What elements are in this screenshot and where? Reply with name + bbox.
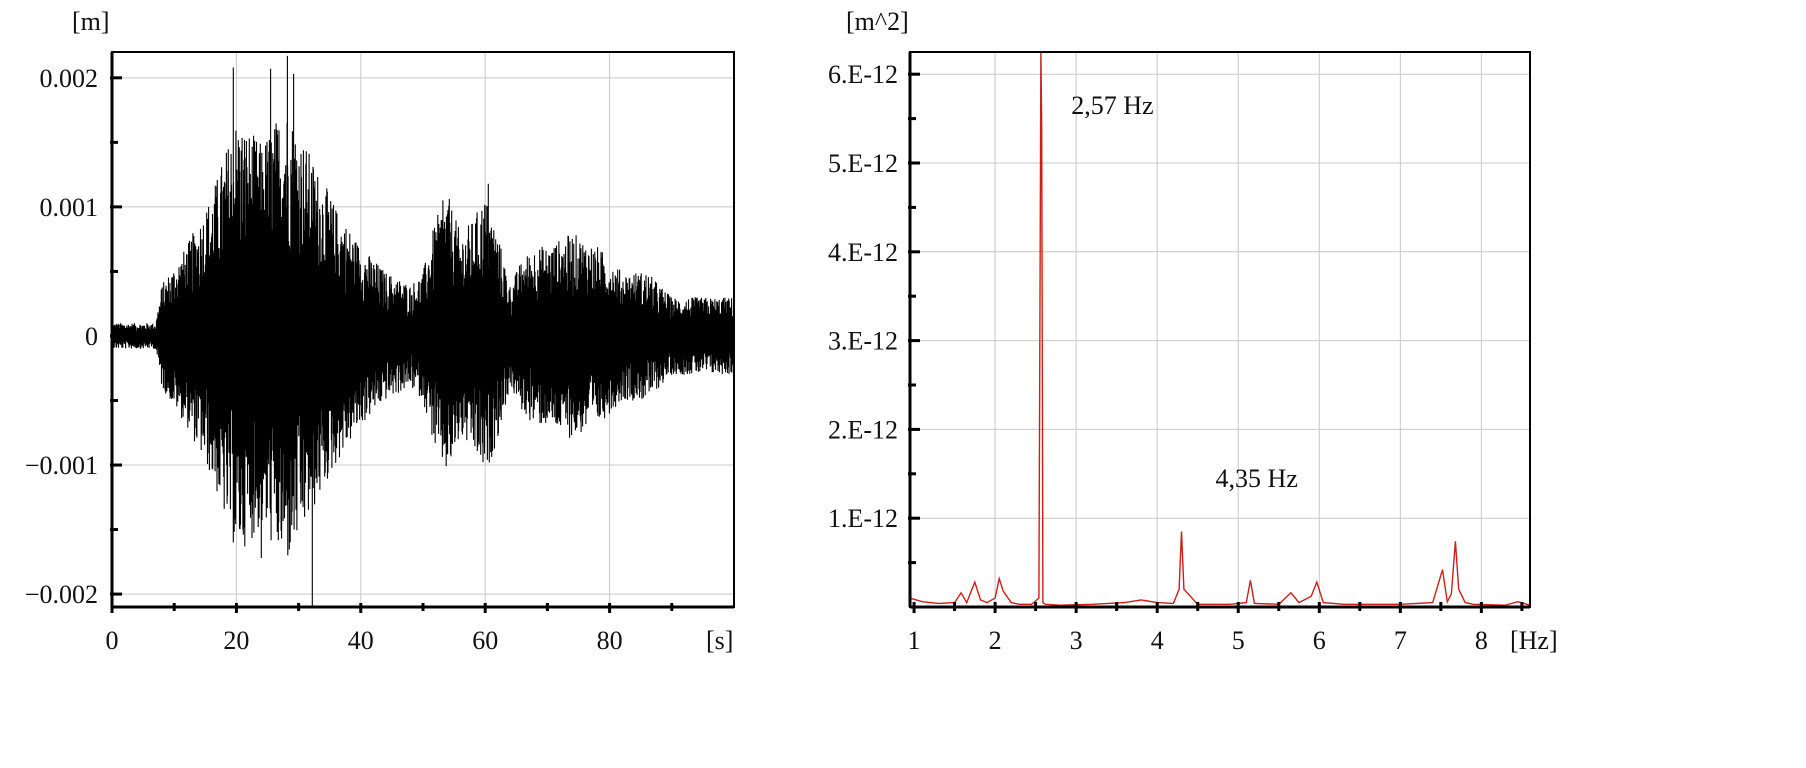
right-x-tick-label: 6 xyxy=(1313,626,1326,655)
left-y-tick-label: 0.001 xyxy=(40,193,99,222)
left-x-tick-label: 0 xyxy=(106,626,119,655)
right-x-unit-label: [Hz] xyxy=(1510,626,1558,655)
right-y-unit-label: [m^2] xyxy=(846,7,909,36)
right-x-tick-label: 4 xyxy=(1151,626,1164,655)
left-x-unit-label: [s] xyxy=(706,626,733,655)
peak-label: 2,57 Hz xyxy=(1071,91,1153,120)
left-x-tick-label: 60 xyxy=(472,626,498,655)
left-y-tick-label: −0.001 xyxy=(25,451,98,480)
right-plot-frame xyxy=(909,51,1531,608)
right-grid xyxy=(910,52,1530,607)
peak-annotations: 2,57 Hz 4,35 Hz xyxy=(1071,91,1298,493)
peak-label: 4,35 Hz xyxy=(1216,464,1298,493)
displacement-signal xyxy=(111,55,735,606)
left-y-tick-label: −0.002 xyxy=(25,580,98,609)
left-y-tick-label: 0.002 xyxy=(40,64,99,93)
right-y-tick-label: 3.E-12 xyxy=(828,327,898,356)
right-x-tick-label: 5 xyxy=(1232,626,1245,655)
left-x-tick-label: 80 xyxy=(597,626,623,655)
right-x-tick-label: 7 xyxy=(1394,626,1407,655)
right-x-tick-label: 2 xyxy=(989,626,1002,655)
right-x-tick-label: 8 xyxy=(1475,626,1488,655)
right-y-tick-label: 4.E-12 xyxy=(828,238,898,267)
right-ticks: 1 2 3 4 5 6 7 8 1.E-12 2.E-12 3.E-12 4.E-12 5.E-12 6.… xyxy=(828,52,1530,655)
right-y-tick-label: 1.E-12 xyxy=(828,504,898,533)
right-y-tick-label: 5.E-12 xyxy=(828,149,898,178)
right-x-tick-label: 1 xyxy=(908,626,921,655)
left-ticks: 0 20 40 60 80 0.002 0.001 0 −0.001 −0.002 xyxy=(25,52,734,655)
right-y-tick-label: 6.E-12 xyxy=(828,60,898,89)
time-history-chart: 0 20 40 60 80 0.002 0.001 0 −0.001 −0.002 [m] [s] xyxy=(25,7,735,655)
power-spectrum-line xyxy=(909,51,1531,606)
left-y-tick-label: 0 xyxy=(85,322,98,351)
left-x-tick-label: 40 xyxy=(348,626,374,655)
spectrum-chart: 1 2 3 4 5 6 7 8 1.E-12 2.E-12 3.E-12 4.E-12 5.E-12 6.… xyxy=(828,7,1558,655)
left-y-unit-label: [m] xyxy=(72,7,110,36)
left-x-tick-label: 20 xyxy=(223,626,249,655)
right-y-tick-label: 2.E-12 xyxy=(828,415,898,444)
right-x-tick-label: 3 xyxy=(1070,626,1083,655)
